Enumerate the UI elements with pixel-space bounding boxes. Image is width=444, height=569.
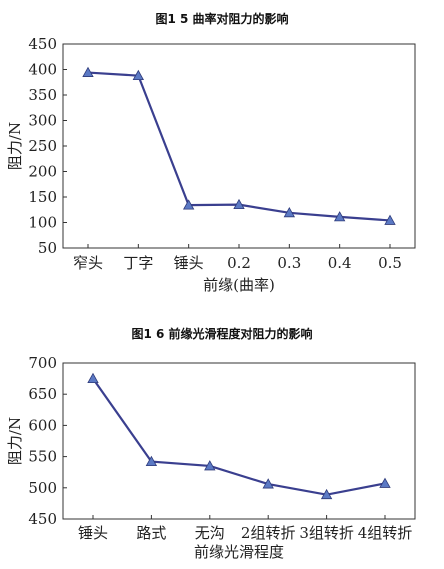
chart1-y-tick-label: 650 [28,385,57,403]
chart0-x-tick-label: 锤头 [174,254,204,272]
chart1-data-point [379,477,391,488]
chart0-y-tick-label: 100 [28,214,57,232]
chart1-data-point [145,455,158,466]
chart0-data-point [283,206,296,218]
chart0-data-point [182,199,195,210]
chart1-x-tick-label: 锤头 [78,524,108,542]
chart1-y-tick-label: 700 [28,354,57,372]
chart0-y-tick-label: 450 [28,35,57,53]
chart0-y-tick-label: 400 [28,61,57,79]
chart1-x-tick-label: 4组转折 [358,524,413,542]
chart0-y-tick-label: 50 [38,239,57,257]
chart1-title: 图1 5 曲率对阻力的影响 [155,12,289,26]
chart1-data-point [262,478,274,489]
chart1-plot-frame [62,362,416,520]
chart1-x-tick-label: 2组转折 [241,524,296,542]
chart0-y-axis-label: 阻力/N [6,122,24,170]
chart0-y-tick-label: 200 [28,163,57,181]
chart1-x-tick-label: 无沟 [195,524,225,542]
chart0-data-point [233,198,245,210]
chart1-y-axis-label: 阻力/N [6,417,24,465]
chart0-data-point [82,66,94,77]
chart0-x-tick-label: 丁字 [123,254,153,272]
chart0-data-point [333,211,346,222]
chart0-x-tick-label: 0.2 [227,254,251,272]
chart0-data-point [132,69,145,81]
chart1-x-tick-label: 路式 [136,524,166,542]
chart0-x-axis-label: 前缘(曲率) [203,276,275,294]
chart1-y-tick-label: 450 [28,510,57,528]
chart1-data-point [320,488,333,500]
chart0-x-tick-label: 0.3 [277,254,301,272]
chart1-y-tick-label: 500 [28,479,57,497]
chart1-y-tick-label: 600 [28,416,57,434]
chart0-x-tick-label: 0.4 [328,254,352,272]
chart1-x-axis-label: 前缘光滑程度 [194,543,284,561]
chart1-x-tick-label: 3组转折 [299,524,354,542]
chart0-y-tick-label: 150 [28,188,57,206]
chart0-x-tick-label: 0.5 [378,254,402,272]
chart0-y-tick-label: 350 [28,86,57,104]
chart0-y-tick-label: 300 [28,112,57,130]
chart2-title: 图1 6 前缘光滑程度对阻力的影响 [131,327,313,341]
chart1-series-line [92,377,386,496]
chart1-data-point [87,372,99,384]
chart0-data-point [384,214,396,225]
chart1-svg: 50 100 150 200 250 300 350 400 450 窄头 丁字 锤头 0.2 0.3 0.… [6,35,416,294]
chart0-x-tick-label: 窄头 [73,254,103,272]
chart0-y-tick-label: 250 [28,137,57,155]
chart1-data-point [204,460,216,471]
chart1-y-tick-label: 550 [28,448,57,466]
